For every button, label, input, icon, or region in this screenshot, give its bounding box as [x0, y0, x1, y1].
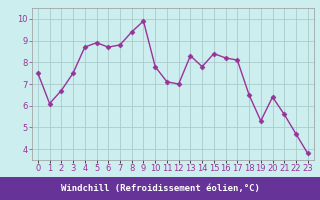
Text: Windchill (Refroidissement éolien,°C): Windchill (Refroidissement éolien,°C): [60, 184, 260, 193]
